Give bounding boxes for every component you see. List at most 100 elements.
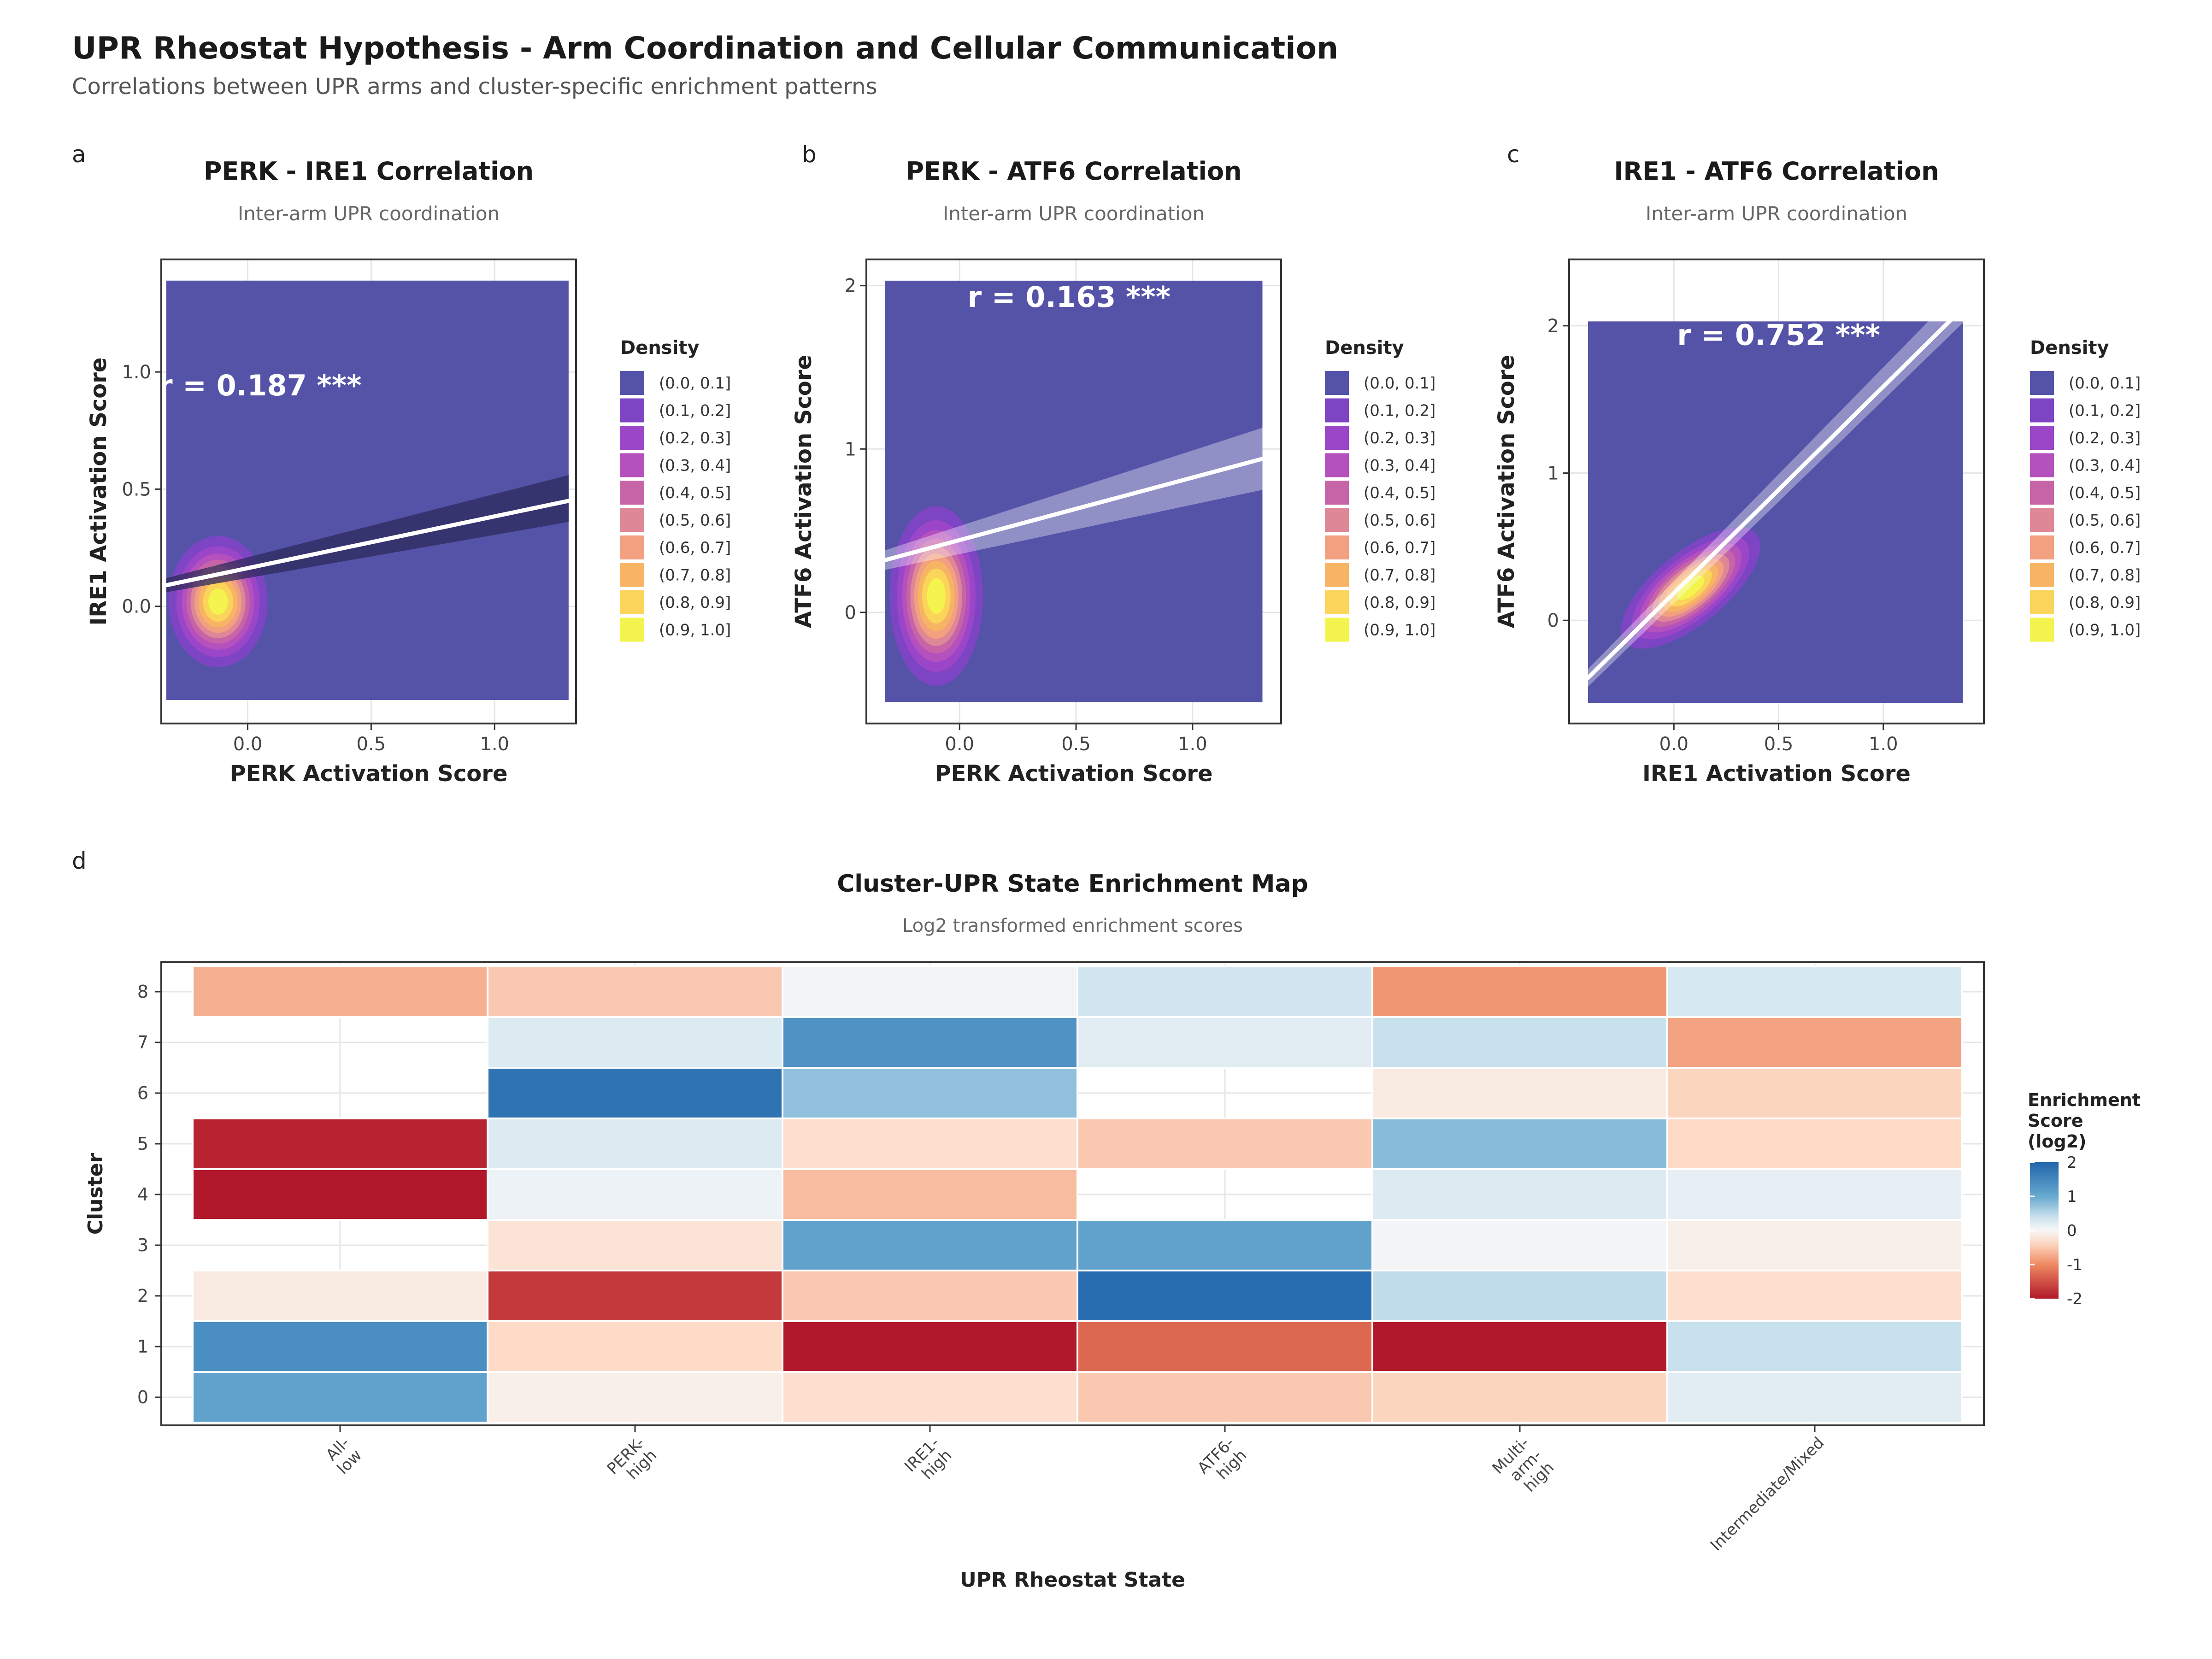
legend-swatch — [620, 563, 644, 587]
x-tick-label: 0.0 — [1659, 734, 1688, 755]
heatmap-cell — [193, 1372, 488, 1423]
panel-subtitle: Inter-arm UPR coordination — [238, 202, 500, 225]
x-tick-label: All-low — [321, 1434, 365, 1478]
x-tick-label: PERK-high — [604, 1434, 660, 1490]
legend-swatch — [2030, 618, 2054, 642]
legend-swatch — [2030, 453, 2054, 477]
legend-swatch — [1325, 453, 1349, 477]
x-axis-label: IRE1 Activation Score — [1642, 761, 1911, 787]
legend-label: (0.6, 0.7] — [1364, 539, 1435, 557]
correlation-annotation: r = 0.163 *** — [968, 280, 1171, 314]
legend-title: Density — [2030, 337, 2109, 359]
legend-label: (0.2, 0.3] — [1364, 429, 1435, 447]
heatmap-cell — [488, 1068, 782, 1118]
legend-title: Density — [1325, 337, 1404, 359]
legend-label: (0.7, 0.8] — [2069, 566, 2141, 585]
colorbar: Enrichment Score (log2)2 1 0 -1 -2 — [2028, 1090, 2141, 1308]
legend-swatch — [2030, 535, 2054, 559]
y-tick-label: 6 — [137, 1083, 148, 1103]
y-axis-label: IRE1 Activation Score — [86, 358, 112, 626]
heatmap-cell — [782, 1271, 1077, 1321]
y-tick-label: 2 — [1547, 316, 1559, 337]
legend-swatch — [620, 618, 644, 642]
y-tick-label: 4 — [137, 1184, 148, 1205]
legend-label: (0.2, 0.3] — [2069, 429, 2141, 447]
heatmap-cell — [193, 966, 488, 1017]
heatmap-cell — [1372, 1271, 1667, 1321]
heatmap-cell — [782, 1169, 1077, 1220]
legend-swatch — [2030, 399, 2054, 423]
legend-swatch — [2030, 590, 2054, 614]
legend-swatch — [2030, 371, 2054, 395]
legend-swatch — [1325, 481, 1349, 505]
y-tick-label: 0.5 — [122, 479, 151, 500]
legend-swatch — [1325, 590, 1349, 614]
y-tick-label: 0 — [137, 1387, 148, 1407]
density-fill — [1588, 321, 1963, 703]
heatmap-cell — [488, 1118, 782, 1169]
heatmap-panel-d: d Cluster-UPR State Enrichment Map Log2 tr… — [72, 847, 2141, 1592]
colorbar-tick-label: -1 — [2067, 1256, 2083, 1274]
heatmap-cell — [1667, 966, 1962, 1017]
y-axis-label: Cluster — [84, 1153, 107, 1235]
legend-label: (0.4, 0.5] — [659, 484, 731, 502]
heatmap-cell — [1667, 1169, 1962, 1220]
legend-swatch — [1325, 563, 1349, 587]
heatmap-cell — [488, 1271, 782, 1321]
heatmap-cell — [488, 1220, 782, 1271]
heatmap-cell — [193, 1169, 488, 1220]
legend-label: (0.9, 1.0] — [1364, 621, 1435, 640]
x-axis-label: UPR Rheostat State — [960, 1568, 1185, 1592]
y-tick-label: 3 — [137, 1235, 148, 1255]
legend-swatch — [620, 508, 644, 532]
legend-label: (0.2, 0.3] — [659, 429, 731, 447]
heatmap-cell — [1667, 1372, 1962, 1423]
x-tick-label: ATF6-high — [1194, 1434, 1250, 1490]
legend-label: (0.3, 0.4] — [659, 457, 731, 475]
y-tick-label: 5 — [137, 1134, 148, 1154]
heatmap-cell — [1077, 1271, 1372, 1321]
colorbar-tick-label: 1 — [2067, 1188, 2077, 1206]
heatmap-cell — [1077, 1321, 1372, 1372]
y-tick-label: 1 — [137, 1336, 148, 1357]
y-axis-label: ATF6 Activation Score — [1494, 355, 1519, 628]
heatmap-cell — [1667, 1068, 1962, 1118]
legend-swatch — [620, 453, 644, 477]
heatmap-cell — [193, 1321, 488, 1372]
legend-swatch — [1325, 508, 1349, 532]
legend-swatch — [620, 535, 644, 559]
legend-label: (0.9, 1.0] — [659, 621, 731, 640]
density-legend: Density(0.0, 0.1](0.1, 0.2](0.2, 0.3](0.… — [620, 337, 731, 642]
heatmap-cell — [488, 966, 782, 1017]
legend-label: (0.0, 0.1] — [659, 374, 731, 393]
legend-swatch — [1325, 399, 1349, 423]
legend-swatch — [620, 399, 644, 423]
heatmap-cells — [193, 966, 1962, 1423]
legend-swatch — [1325, 426, 1349, 450]
density-level-9 — [927, 578, 946, 614]
panel-title: PERK - ATF6 Correlation — [906, 157, 1241, 186]
colorbar-tick-label: -2 — [2067, 1290, 2083, 1308]
legend-label: (0.8, 0.9] — [659, 594, 731, 612]
y-tick-label: 7 — [137, 1032, 148, 1053]
legend-label: (0.5, 0.6] — [1364, 512, 1435, 530]
panel-subtitle: Inter-arm UPR coordination — [943, 202, 1205, 225]
heatmap-cell — [488, 1017, 782, 1068]
y-axis-label: ATF6 Activation Score — [791, 355, 817, 628]
correlation-annotation: r = 0.752 *** — [1677, 318, 1880, 352]
legend-label: (0.8, 0.9] — [1364, 594, 1435, 612]
colorbar-tick-label: 2 — [2067, 1153, 2077, 1172]
x-tick-label: 0.0 — [233, 734, 263, 755]
legend-swatch — [1325, 618, 1349, 642]
density-panel-c: cIRE1 - ATF6 CorrelationInter-arm UPR co… — [1494, 141, 2141, 787]
legend-label: (0.3, 0.4] — [1364, 457, 1435, 475]
panel-title: PERK - IRE1 Correlation — [204, 157, 534, 186]
heatmap-cell — [782, 1118, 1077, 1169]
heatmap-cell — [1667, 1220, 1962, 1271]
legend-swatch — [2030, 563, 2054, 587]
legend-swatch — [2030, 508, 2054, 532]
y-tick-label: 0.0 — [122, 596, 151, 618]
x-tick-label: 1.0 — [1178, 734, 1207, 755]
panel-tag: a — [72, 141, 86, 168]
